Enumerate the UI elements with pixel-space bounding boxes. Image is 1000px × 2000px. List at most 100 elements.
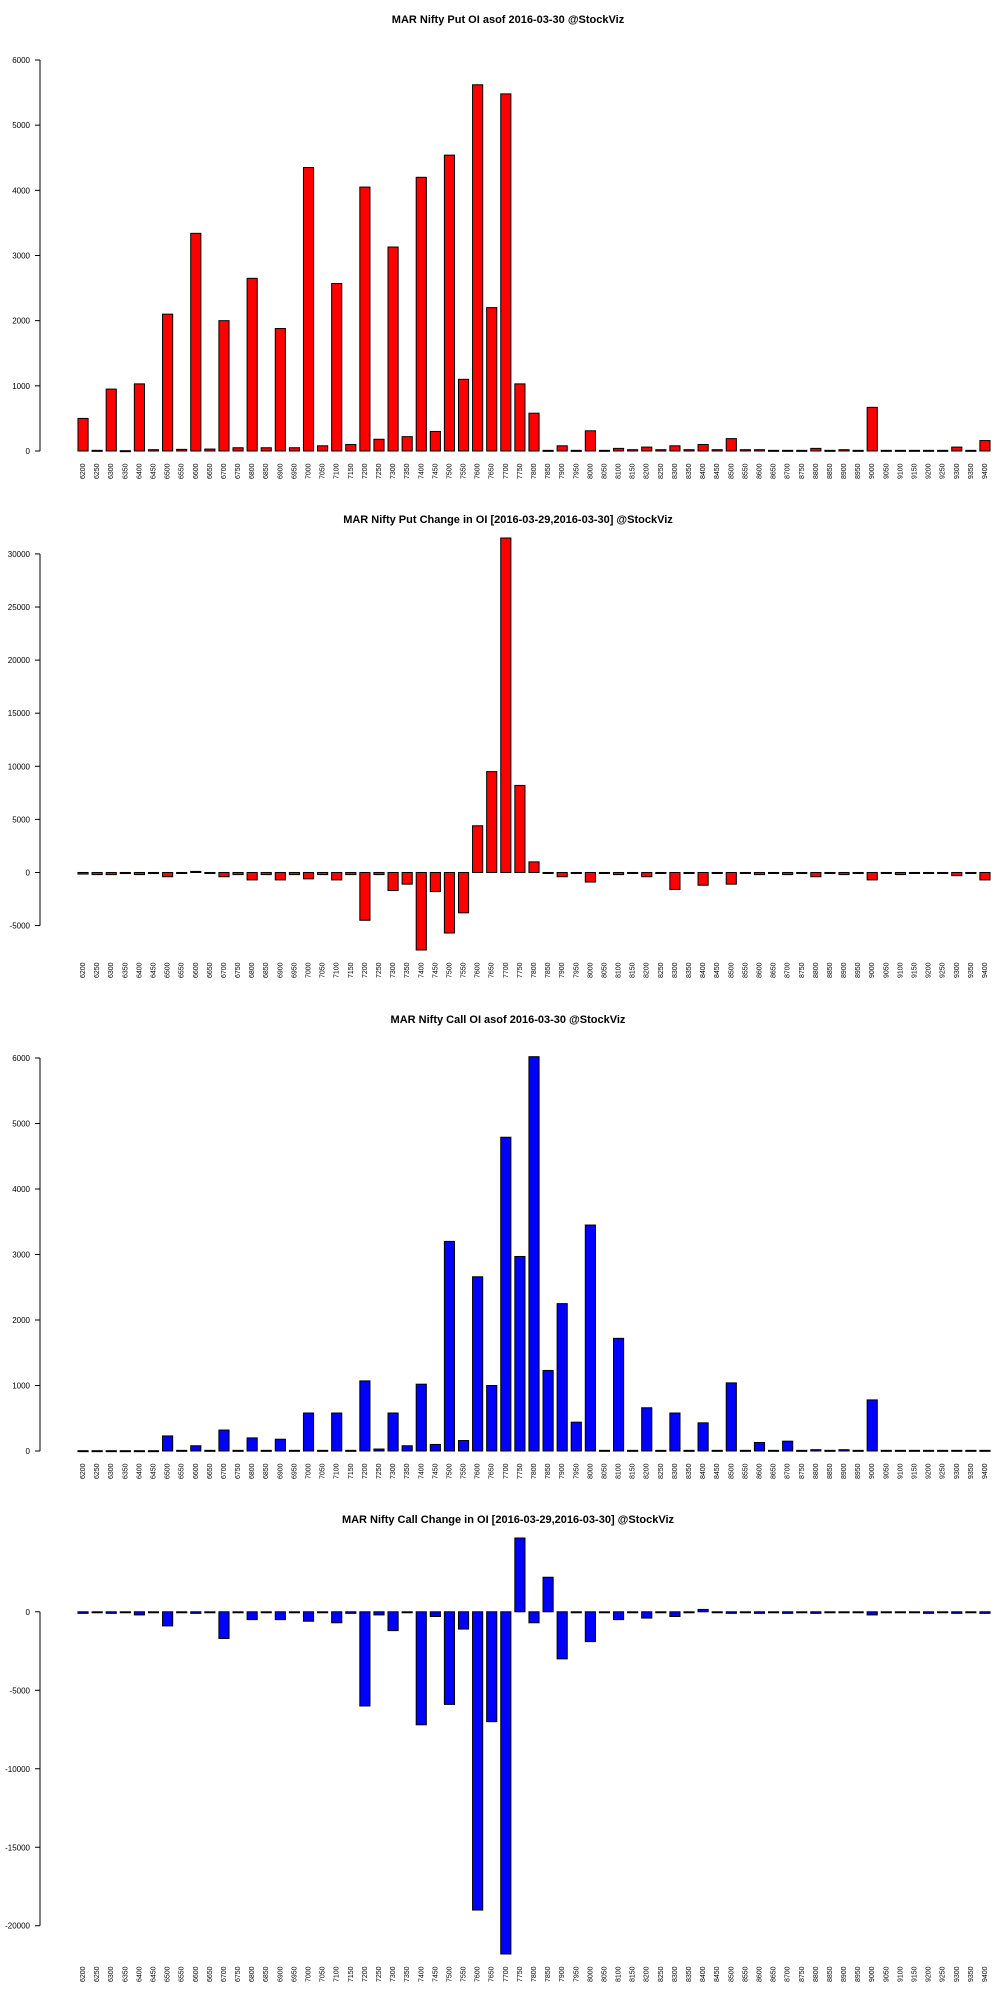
- bar-8450: [711, 871, 723, 874]
- chart-title: MAR Nifty Call OI asof 2016-03-30 @Stock…: [391, 1014, 626, 1026]
- x-tick-label: 9100: [897, 962, 904, 978]
- x-tick-label: 7900: [559, 1966, 566, 1982]
- x-tick-label: 8600: [756, 1966, 763, 1982]
- chart-svg: MAR Nifty Call Change in OI [2016-03-29,…: [5, 1514, 991, 1982]
- y-tick-label: -10000: [5, 1765, 30, 1774]
- x-tick-label: 8050: [601, 463, 608, 479]
- x-tick-label: 9350: [968, 1463, 975, 1479]
- x-tick-label: 6600: [193, 463, 200, 479]
- bar-7100: [331, 871, 343, 881]
- bar-8850: [824, 871, 836, 874]
- bar-7150: [345, 871, 357, 876]
- x-tick-label: 8800: [813, 1966, 820, 1982]
- chart-svg: MAR Nifty Call OI asof 2016-03-30 @Stock…: [12, 1014, 991, 1479]
- bar-8250: [655, 1449, 667, 1452]
- x-tick-label: 7800: [531, 463, 538, 479]
- bar-7500: [443, 154, 456, 452]
- x-tick-label: 8100: [616, 1463, 623, 1479]
- bar-6400: [133, 1450, 145, 1453]
- bar-8350: [683, 449, 695, 452]
- x-tick-label: 8950: [855, 463, 862, 479]
- x-tick-label: 9200: [926, 463, 933, 479]
- bar-8350: [683, 871, 695, 874]
- x-tick-label: 6450: [151, 463, 158, 479]
- bar-7450: [429, 1611, 441, 1617]
- bar-6500: [162, 313, 174, 452]
- bar-7750: [514, 784, 526, 873]
- bar-7550: [457, 871, 470, 914]
- bar-7050: [317, 445, 329, 452]
- x-tick-label: 7850: [545, 962, 552, 978]
- bar-6200: [77, 871, 89, 875]
- x-tick-label: 7650: [489, 1966, 496, 1982]
- y-tick-label: 4000: [12, 186, 30, 195]
- y-tick-label: 2000: [12, 1316, 30, 1325]
- bar-8250: [655, 1611, 667, 1614]
- bar-7650: [486, 307, 498, 452]
- x-tick-label: 7350: [404, 1966, 411, 1982]
- bar-6950: [288, 1611, 301, 1614]
- bar-7950: [570, 449, 582, 452]
- bar-8100: [612, 447, 625, 452]
- x-tick-label: 6700: [221, 1463, 228, 1479]
- bar-8000: [584, 1224, 596, 1452]
- y-tick-label: 30000: [8, 550, 31, 559]
- x-tick-label: 8900: [841, 463, 848, 479]
- x-tick-label: 8450: [714, 1966, 721, 1982]
- bar-6350: [119, 1611, 131, 1614]
- bar-9400: [979, 440, 991, 452]
- y-tick-label: 4000: [12, 1185, 30, 1194]
- x-tick-label: 6500: [165, 962, 172, 978]
- x-tick-label: 8300: [672, 962, 679, 978]
- x-tick-label: 8150: [630, 463, 637, 479]
- x-tick-label: 7200: [362, 1966, 369, 1982]
- x-tick-label: 6500: [165, 1463, 172, 1479]
- bar-7450: [429, 871, 441, 893]
- x-tick-label: 7300: [390, 1463, 397, 1479]
- call-oi-chart: MAR Nifty Call OI asof 2016-03-30 @Stock…: [0, 1000, 1000, 1500]
- x-tick-label: 8650: [771, 962, 778, 978]
- x-tick-label: 9000: [869, 1966, 876, 1982]
- bar-6650: [204, 1449, 216, 1452]
- x-tick-label: 9150: [911, 463, 918, 479]
- bar-7900: [556, 1611, 568, 1660]
- chart-title: MAR Nifty Put OI asof 2016-03-30 @StockV…: [392, 14, 625, 26]
- x-tick-label: 8750: [799, 1966, 806, 1982]
- bar-8150: [627, 1449, 639, 1452]
- bar-7850: [542, 449, 554, 452]
- x-tick-label: 6700: [221, 962, 228, 978]
- bar-7250: [373, 1448, 385, 1452]
- x-tick-label: 7650: [489, 463, 496, 479]
- bar-8250: [655, 449, 667, 452]
- bar-9200: [923, 871, 935, 874]
- x-tick-label: 8500: [728, 1463, 735, 1479]
- x-tick-label: 8250: [658, 1966, 665, 1982]
- x-tick-label: 9250: [940, 1966, 947, 1982]
- bar-7800: [528, 861, 540, 873]
- x-tick-label: 7750: [517, 463, 524, 479]
- x-tick-label: 9050: [883, 1966, 890, 1982]
- x-tick-label: 6350: [122, 1463, 129, 1479]
- bar-7700: [500, 1136, 512, 1452]
- x-tick-label: 8100: [616, 962, 623, 978]
- x-tick-label: 6450: [151, 1463, 158, 1479]
- bar-7950: [570, 1611, 582, 1614]
- x-tick-label: 8400: [700, 962, 707, 978]
- bar-7350: [401, 436, 413, 452]
- x-tick-label: 8200: [644, 962, 651, 978]
- x-tick-label: 7600: [475, 962, 482, 978]
- bar-6400: [133, 383, 145, 452]
- bar-7600: [472, 84, 484, 452]
- bar-7300: [387, 1611, 399, 1632]
- bar-8400: [697, 443, 709, 452]
- x-tick-label: 9350: [968, 962, 975, 978]
- x-tick-label: 8050: [601, 1966, 608, 1982]
- x-tick-label: 8400: [700, 1966, 707, 1982]
- y-tick-label: 6000: [12, 1054, 30, 1063]
- x-tick-label: 6450: [151, 962, 158, 978]
- x-tick-label: 8850: [827, 1463, 834, 1479]
- x-tick-label: 6250: [94, 1463, 101, 1479]
- x-tick-label: 7900: [559, 1463, 566, 1479]
- bar-8600: [753, 1441, 766, 1452]
- bar-7900: [556, 445, 568, 452]
